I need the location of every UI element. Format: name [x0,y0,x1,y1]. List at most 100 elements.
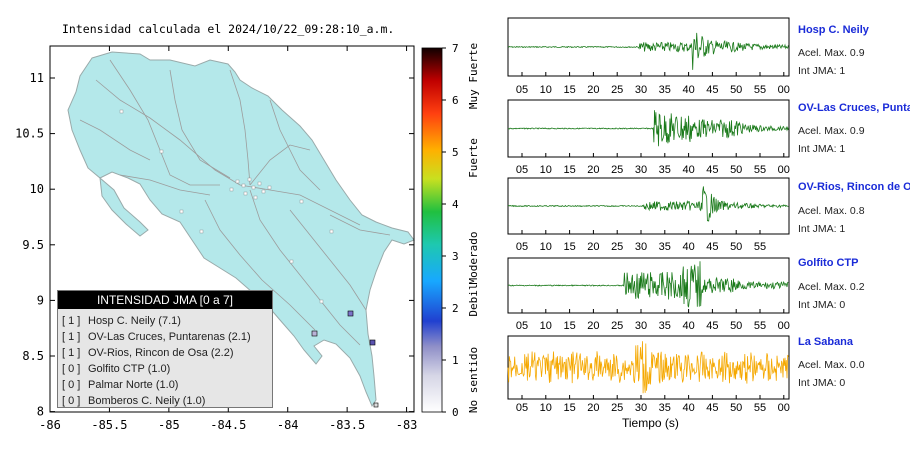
legend-level: [ 0 ] [62,395,81,407]
station-name-2: OV-Las Cruces, Puntar [798,102,910,114]
seismogram-trace [507,261,789,308]
seismogram-trace [507,110,789,147]
map-frame [49,45,415,413]
colorbar-category-label: No sentido [467,347,480,413]
seismogram-tick-label: 55 [754,241,766,253]
map-x-tick-label: -85 [158,418,180,432]
map-y-tick-label: 11 [30,71,44,85]
seismogram-tick-label: 35 [659,402,671,414]
seismogram-tick-label: 30 [635,241,647,253]
seismogram-tick-label: 00 [778,402,790,414]
seismogram-tick-label: 50 [730,320,742,332]
seismogram-trace [507,32,789,70]
intensity-legend: INTENSIDAD JMA [0 a 7] [ 1 ] Hosp C. Neil… [57,290,273,408]
seismogram-panel: 05 10 15 20 25 30 35 40 45 50 55 00 [507,335,790,414]
seismogram-panel: 05 10 15 20 25 30 35 40 45 50 55 00 [507,99,790,176]
seismogram-tick-label: 20 [587,84,599,96]
road-network [79,59,391,346]
map-y-tick-label: 8 [37,405,44,419]
station-jma-5: Int JMA: 0 [798,377,846,389]
seismogram-panels: 05 10 15 20 25 30 35 40 45 50 55 00 05 10 15 20 25 30 35 40… [507,17,790,414]
legend-row-6: [ 0 ] Bomberos C. Neily (1.0) [58,393,272,409]
seismogram-tick-label: 35 [659,84,671,96]
seismogram-tick-label: 40 [682,320,694,332]
station-marker-palmar [369,339,376,346]
seismogram-tick-label: 50 [730,84,742,96]
city-markers [119,109,334,304]
seismogram-tick-label: 45 [706,84,718,96]
colorbar-category-label: Moderado [467,232,480,285]
seismogram-tick-label: 40 [682,402,694,414]
station-accel-4: Acel. Max. 0.2 [798,281,865,293]
legend-station-name: Bomberos C. Neily (1.0) [88,395,206,407]
seismogram-tick-label: 20 [587,320,599,332]
legend-station-name: Hosp C. Neily (7.1) [88,315,181,327]
seismogram-tick-label: 25 [611,164,623,176]
seismogram-tick-label: 50 [730,402,742,414]
legend-row-1: [ 1 ] Hosp C. Neily (7.1) [58,313,272,329]
station-name-5: La Sabana [798,336,854,348]
seismogram-tick-label: 10 [540,402,552,414]
seismogram-tick-label: 45 [706,402,718,414]
seismogram-tick-label: 15 [563,402,575,414]
map-x-tick-label: -86 [39,418,61,432]
seismogram-tick-label: 15 [563,320,575,332]
seismogram-tick-label: 35 [659,320,671,332]
seismogram-tick-label: 05 [516,402,528,414]
colorbar-category-label: Muy Fuerte [467,43,480,109]
colorbar-tick-label: 6 [452,94,459,107]
legend-station-name: OV-Las Cruces, Puntarenas (2.1) [88,331,251,343]
seismogram-tick-label: 10 [540,84,552,96]
seismogram-tick-label: 40 [682,241,694,253]
seismogram-tick-label: 15 [563,164,575,176]
seismogram-panel: 05 10 15 20 25 30 35 40 45 50 55 00 [507,17,790,96]
seismogram-tick-label: 25 [611,84,623,96]
seismogram-tick-label: 15 [563,241,575,253]
legend-level: [ 0 ] [62,379,81,391]
seismogram-tick-label: 00 [778,84,790,96]
station-name-1: Hosp C. Neily [798,24,869,36]
seismogram-panel: 05 10 15 20 25 30 35 40 45 50 55 [507,177,790,253]
map-y-tick-label: 10 [30,182,44,196]
station-jma-3: Int JMA: 1 [798,223,846,235]
seismogram-tick-label: 45 [706,320,718,332]
seismogram-tick-label: 00 [778,320,790,332]
station-accel-5: Acel. Max. 0.0 [798,359,865,371]
seismogram-trace [507,186,789,222]
legend-station-name: OV-Rios, Rincon de Osa (2.2) [88,347,234,359]
legend-row-4: [ 0 ] Golfito CTP (1.0) [58,361,272,377]
seismogram-tick-label: 55 [754,402,766,414]
seismogram-tick-label: 05 [516,241,528,253]
station-marker-golfito [311,330,318,337]
legend-level: [ 1 ] [62,347,81,359]
station-jma-1: Int JMA: 1 [798,65,846,77]
seismogram-tick-label: 45 [706,241,718,253]
legend-title: INTENSIDAD JMA [0 a 7] [58,291,272,309]
colorbar-tick-label: 0 [452,406,459,419]
station-marker-rincon [373,402,379,408]
colorbar-tick-label: 3 [452,250,459,263]
time-axis-label: Tiempo (s) [622,416,679,430]
colorbar-tick-label: 1 [452,354,459,367]
map-x-tick-label: -85.5 [91,418,127,432]
seismogram-tick-label: 35 [659,241,671,253]
seismogram-tick-label: 55 [754,320,766,332]
seismogram-tick-label: 25 [611,241,623,253]
seismogram-trace [507,341,789,394]
seismogram-tick-label: 35 [659,164,671,176]
seismogram-tick-label: 55 [754,84,766,96]
seismogram-panel: 05 10 15 20 25 30 35 40 45 50 55 00 [507,257,790,332]
colorbar-tick-label: 7 [452,42,459,55]
colorbar-tick-label: 4 [452,198,459,211]
seismogram-tick-label: 20 [587,164,599,176]
seismogram-tick-label: 25 [611,320,623,332]
seismogram-tick-label: 10 [540,320,552,332]
seismogram-tick-label: 55 [754,164,766,176]
seismogram-tick-label: 30 [635,84,647,96]
station-accel-1: Acel. Max. 0.9 [798,47,865,59]
legend-level: [ 0 ] [62,363,81,375]
colorbar-tick-label: 5 [452,146,459,159]
legend-level: [ 1 ] [62,331,81,343]
